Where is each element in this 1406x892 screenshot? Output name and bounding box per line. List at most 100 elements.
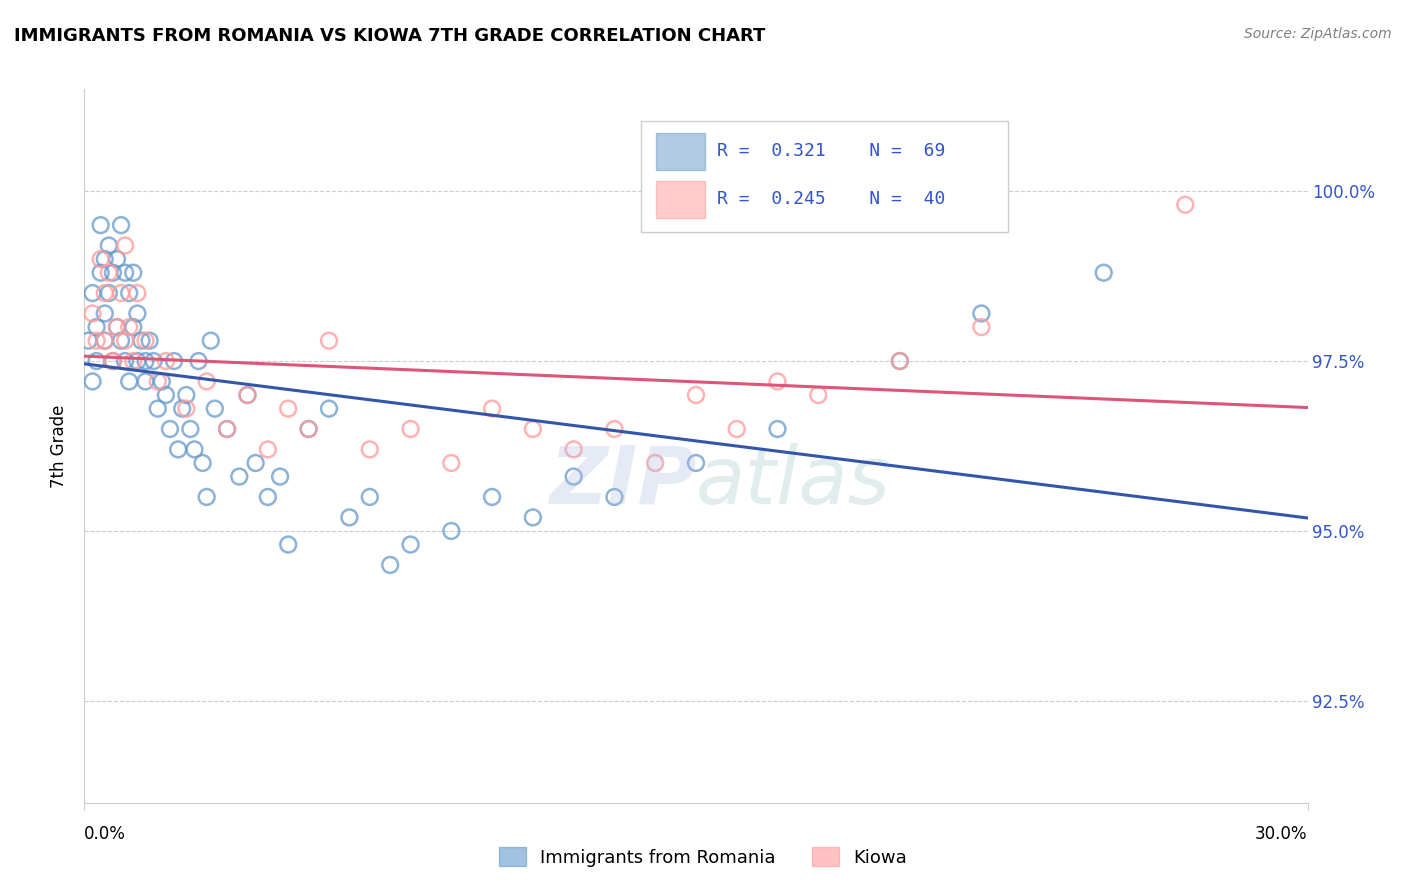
Point bbox=[93, 306, 117, 320]
Y-axis label: 7th Grade: 7th Grade bbox=[51, 404, 69, 488]
Point bbox=[298, 422, 321, 436]
Point bbox=[118, 375, 141, 389]
Point bbox=[380, 558, 402, 572]
Point bbox=[339, 510, 361, 524]
Point bbox=[725, 422, 748, 436]
Point bbox=[105, 252, 128, 266]
Point bbox=[298, 422, 321, 436]
Point bbox=[228, 469, 250, 483]
Point bbox=[318, 334, 340, 348]
Point bbox=[245, 456, 267, 470]
Point bbox=[195, 490, 218, 504]
Point bbox=[122, 266, 145, 280]
Point bbox=[114, 266, 136, 280]
Point bbox=[90, 218, 112, 232]
Point bbox=[122, 354, 145, 368]
Point bbox=[1092, 266, 1115, 280]
Point bbox=[644, 456, 666, 470]
Point bbox=[138, 334, 160, 348]
Point bbox=[399, 422, 422, 436]
Text: 0.0%: 0.0% bbox=[84, 825, 127, 843]
Point bbox=[146, 401, 169, 416]
Point bbox=[277, 401, 299, 416]
Text: 30.0%: 30.0% bbox=[1256, 825, 1308, 843]
FancyBboxPatch shape bbox=[641, 121, 1008, 232]
Point bbox=[685, 456, 707, 470]
Point bbox=[97, 238, 120, 252]
Point bbox=[217, 422, 239, 436]
Text: R =  0.245    N =  40: R = 0.245 N = 40 bbox=[717, 190, 945, 208]
Point bbox=[562, 442, 585, 457]
Point bbox=[174, 388, 197, 402]
Point bbox=[155, 354, 177, 368]
Point bbox=[86, 354, 108, 368]
Point bbox=[236, 388, 259, 402]
Point bbox=[163, 354, 186, 368]
Point bbox=[522, 422, 544, 436]
Point bbox=[101, 266, 124, 280]
Point bbox=[142, 354, 165, 368]
Point bbox=[90, 266, 112, 280]
Point bbox=[889, 354, 911, 368]
Point bbox=[110, 334, 132, 348]
Point bbox=[114, 354, 136, 368]
Point bbox=[603, 422, 626, 436]
Point bbox=[269, 469, 291, 483]
Point bbox=[118, 286, 141, 301]
Point bbox=[766, 375, 789, 389]
Point bbox=[889, 354, 911, 368]
Point bbox=[93, 252, 117, 266]
Point bbox=[146, 375, 169, 389]
Point bbox=[93, 334, 117, 348]
Point bbox=[481, 401, 503, 416]
Point bbox=[127, 354, 149, 368]
Point bbox=[174, 401, 197, 416]
Point bbox=[101, 354, 124, 368]
Point bbox=[183, 442, 205, 457]
Point bbox=[562, 469, 585, 483]
Point bbox=[86, 320, 108, 334]
Point bbox=[86, 334, 108, 348]
Point bbox=[77, 334, 100, 348]
Point bbox=[217, 422, 239, 436]
Point bbox=[440, 524, 463, 538]
Point bbox=[172, 401, 194, 416]
Point bbox=[766, 422, 789, 436]
Point bbox=[204, 401, 226, 416]
Point bbox=[685, 388, 707, 402]
Point bbox=[318, 401, 340, 416]
Point bbox=[522, 510, 544, 524]
Point bbox=[257, 490, 280, 504]
Point bbox=[118, 320, 141, 334]
Point bbox=[159, 422, 181, 436]
Point bbox=[135, 375, 157, 389]
Point bbox=[97, 266, 120, 280]
Point bbox=[105, 320, 128, 334]
Legend: Immigrants from Romania, Kiowa: Immigrants from Romania, Kiowa bbox=[492, 840, 914, 874]
Point bbox=[82, 306, 104, 320]
Text: Source: ZipAtlas.com: Source: ZipAtlas.com bbox=[1244, 27, 1392, 41]
Point bbox=[257, 442, 280, 457]
Point bbox=[807, 388, 830, 402]
Point bbox=[359, 490, 381, 504]
Point bbox=[481, 490, 503, 504]
Point bbox=[179, 422, 201, 436]
Text: ZIP: ZIP bbox=[548, 442, 696, 521]
Point bbox=[114, 334, 136, 348]
Point bbox=[155, 388, 177, 402]
Point bbox=[191, 456, 214, 470]
Point bbox=[82, 286, 104, 301]
Point bbox=[440, 456, 463, 470]
Point bbox=[101, 354, 124, 368]
Point bbox=[236, 388, 259, 402]
Bar bbox=[655, 133, 704, 169]
Point bbox=[399, 537, 422, 551]
Point bbox=[603, 490, 626, 504]
Point bbox=[97, 286, 120, 301]
Point bbox=[93, 286, 117, 301]
Point bbox=[110, 286, 132, 301]
Text: IMMIGRANTS FROM ROMANIA VS KIOWA 7TH GRADE CORRELATION CHART: IMMIGRANTS FROM ROMANIA VS KIOWA 7TH GRA… bbox=[14, 27, 765, 45]
Point bbox=[970, 306, 993, 320]
Point bbox=[82, 375, 104, 389]
Point bbox=[127, 286, 149, 301]
